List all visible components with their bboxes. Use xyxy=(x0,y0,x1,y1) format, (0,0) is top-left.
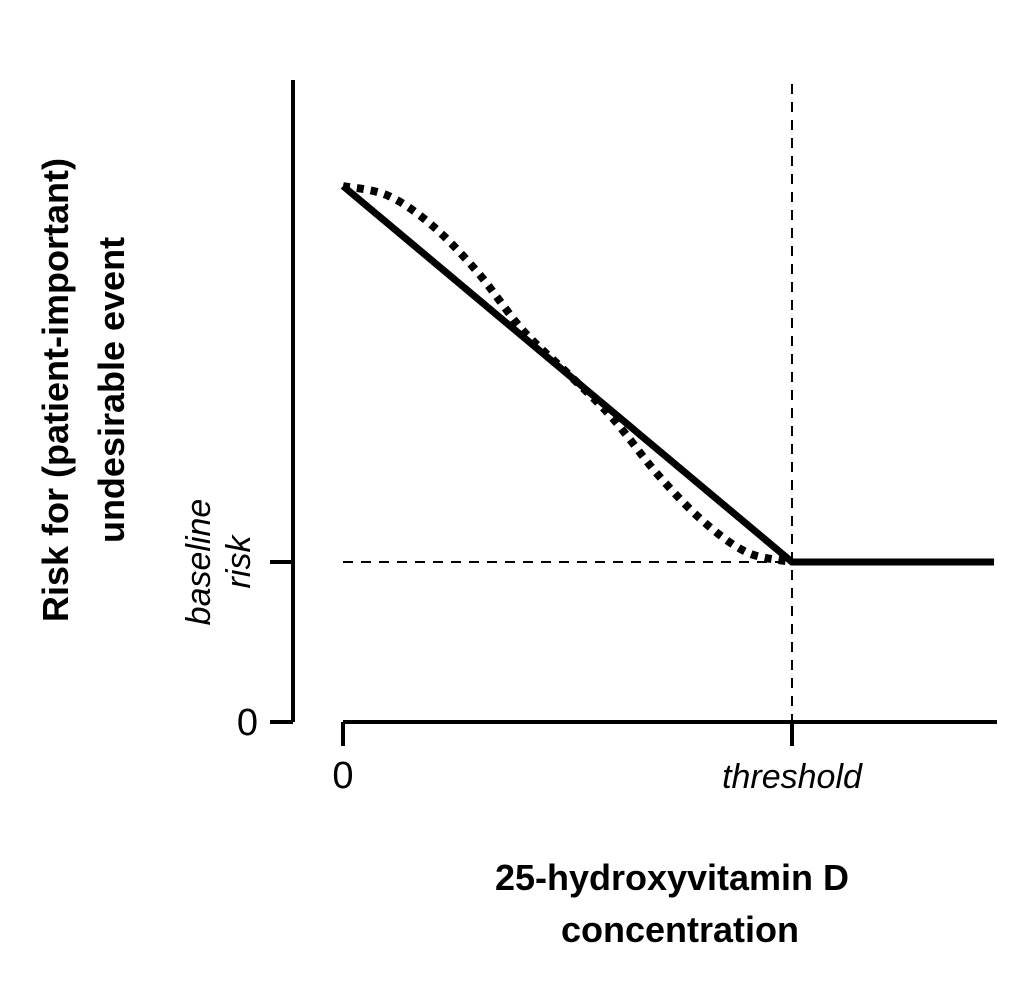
x-axis-title-line-2: concentration xyxy=(561,909,799,950)
series-solid-line xyxy=(340,183,995,566)
y-tick-label-zero: 0 xyxy=(237,702,258,744)
x-tick-label-zero: 0 xyxy=(332,755,353,797)
y-axis-title-line-1: Risk for (patient-important) xyxy=(35,158,76,622)
x-tick-label-threshold: threshold xyxy=(722,758,863,796)
y-axis-title-line-2: undesirable event xyxy=(91,237,132,543)
baseline-label-line-2: risk xyxy=(220,534,258,589)
baseline-label-line-1: baseline xyxy=(180,499,218,626)
x-axis-title-line-1: 25-hydroxyvitamin D xyxy=(495,857,849,898)
